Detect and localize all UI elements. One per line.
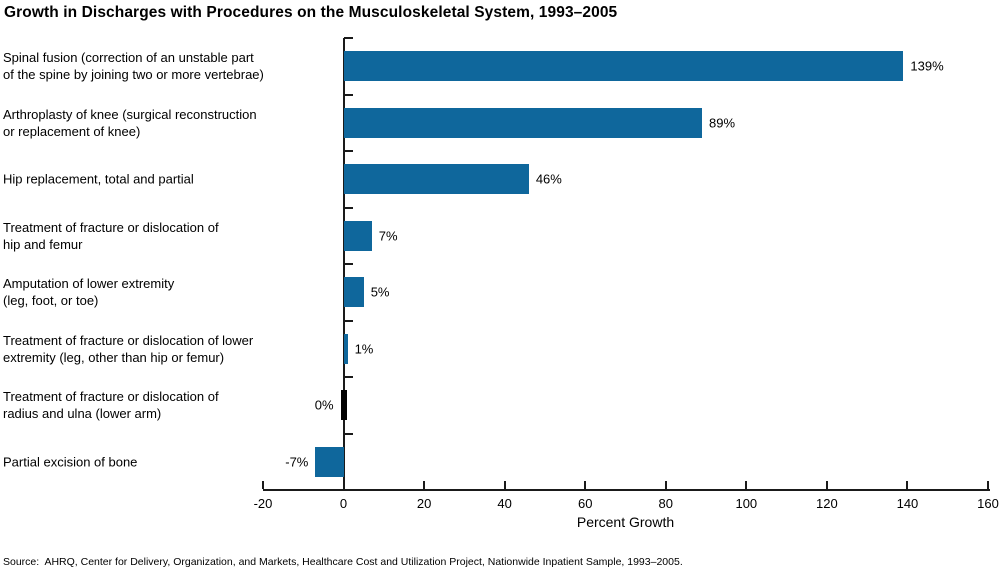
x-tick xyxy=(906,481,909,489)
bar xyxy=(343,220,372,251)
x-tick-label: 20 xyxy=(416,496,432,511)
bar xyxy=(343,333,348,364)
x-tick xyxy=(745,481,748,489)
x-axis xyxy=(263,489,990,491)
bar-value-label: 5% xyxy=(370,284,390,300)
y-tick xyxy=(343,376,353,378)
bar xyxy=(343,107,703,138)
bar-value-label: 89% xyxy=(709,115,736,131)
chart-title: Growth in Discharges with Procedures on … xyxy=(4,4,618,21)
category-label: Hip replacement, total and partial xyxy=(3,171,194,187)
bar-value-label: 46% xyxy=(535,171,562,187)
bar xyxy=(343,51,904,82)
y-tick xyxy=(343,206,353,209)
y-tick xyxy=(343,93,353,96)
category-label: Treatment of fracture or dislocation of … xyxy=(3,332,254,365)
category-label: Treatment of fracture or dislocation of h… xyxy=(3,219,219,252)
bar xyxy=(315,446,344,477)
y-tick xyxy=(343,263,353,265)
x-tick xyxy=(664,481,667,489)
x-tick-label: 160 xyxy=(977,496,999,511)
x-tick xyxy=(987,481,989,489)
bar-value-label: 7% xyxy=(378,228,398,244)
x-tick-label: -20 xyxy=(253,496,273,511)
bar-value-label: 0% xyxy=(314,397,334,413)
x-tick xyxy=(262,481,264,489)
category-label: Treatment of fracture or dislocation of r… xyxy=(3,389,219,422)
x-tick xyxy=(584,481,587,489)
y-tick xyxy=(343,432,353,435)
bar-value-label: 1% xyxy=(354,341,374,357)
source-note: Source: AHRQ, Center for Delivery, Organ… xyxy=(3,556,683,568)
category-label: Spinal fusion (correction of an unstable… xyxy=(3,50,264,83)
bar-value-label: -7% xyxy=(285,454,309,470)
bar xyxy=(343,164,529,195)
bar-value-label: 139% xyxy=(910,58,944,74)
category-label: Arthroplasty of knee (surgical reconstru… xyxy=(3,106,257,139)
bar xyxy=(343,277,364,308)
y-tick xyxy=(343,150,353,152)
category-label: Partial excision of bone xyxy=(3,454,138,470)
x-axis-title: Percent Growth xyxy=(576,514,675,530)
x-tick-label: 40 xyxy=(497,496,512,511)
x-tick-label: 80 xyxy=(658,496,673,511)
x-tick xyxy=(423,481,426,489)
x-tick xyxy=(503,481,506,489)
category-label: Amputation of lower extremity (leg, foot,… xyxy=(3,276,175,309)
x-tick-label: 0 xyxy=(339,496,348,511)
x-tick-label: 120 xyxy=(816,496,838,511)
bar xyxy=(340,390,347,421)
y-tick xyxy=(343,319,353,322)
x-tick-label: 60 xyxy=(577,496,593,511)
x-tick xyxy=(825,481,828,489)
y-tick xyxy=(343,37,353,39)
x-tick-label: 100 xyxy=(735,496,758,511)
x-tick-label: 140 xyxy=(896,496,919,511)
